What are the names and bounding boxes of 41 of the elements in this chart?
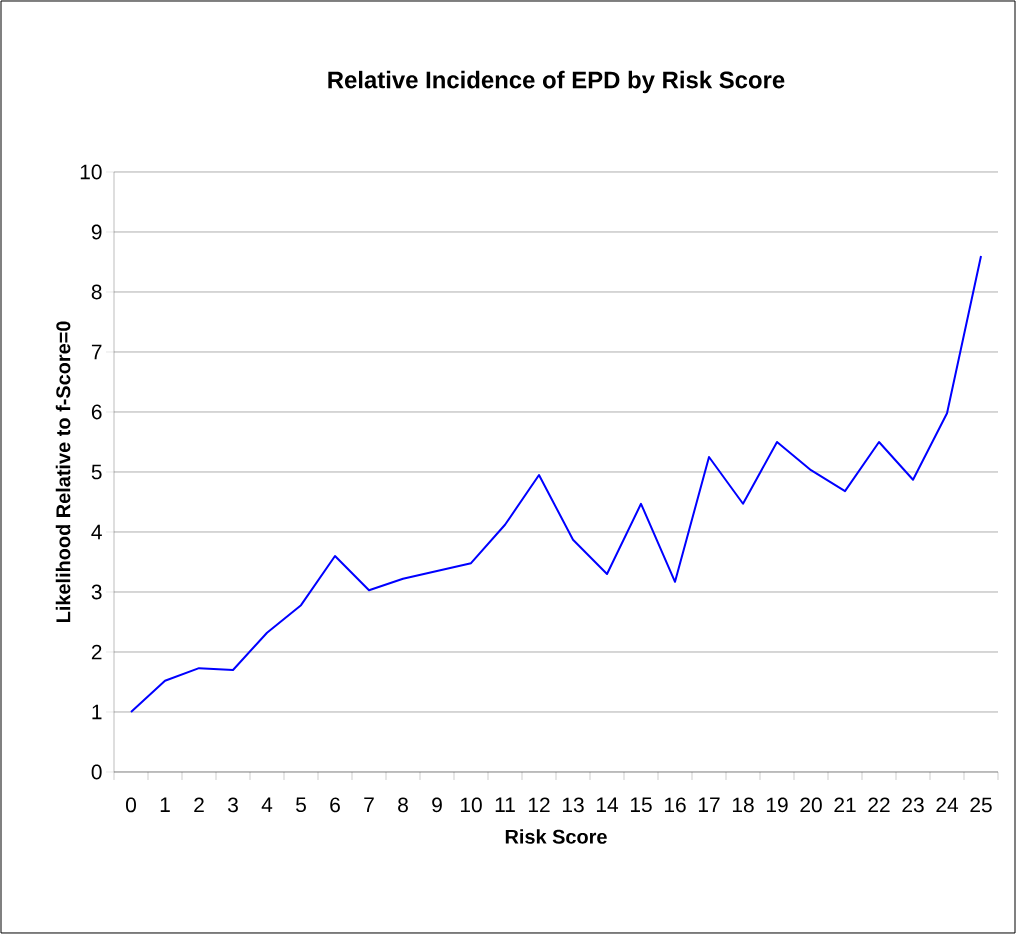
x-tick-label: 15 bbox=[630, 797, 652, 813]
x-tick-label: 12 bbox=[528, 797, 550, 813]
x-tick-label: 22 bbox=[868, 797, 890, 813]
x-tick-label: 5 bbox=[296, 797, 306, 813]
x-tick-label: 18 bbox=[732, 797, 754, 813]
x-axis-title: Risk Score bbox=[505, 829, 607, 844]
x-tick-label: 25 bbox=[970, 797, 992, 813]
y-tick-label: 2 bbox=[91, 644, 102, 660]
y-tick-label: 5 bbox=[91, 464, 102, 480]
y-tick-label: 4 bbox=[91, 524, 102, 540]
x-tick-label: 21 bbox=[834, 797, 856, 813]
y-tick-label: 8 bbox=[91, 284, 102, 300]
y-tick-label: 1 bbox=[92, 704, 102, 720]
x-tick-label: 3 bbox=[227, 797, 238, 813]
x-tick-label: 4 bbox=[261, 797, 273, 812]
x-tick-label: 7 bbox=[364, 797, 374, 812]
y-tick-label: 0 bbox=[91, 764, 102, 780]
x-tick-label: 8 bbox=[398, 797, 408, 813]
x-tick-label: 10 bbox=[460, 797, 482, 813]
x-tick-label: 23 bbox=[902, 797, 924, 813]
x-tick-label: 13 bbox=[562, 797, 584, 813]
x-tick-label: 20 bbox=[800, 797, 822, 813]
y-tick-label: 7 bbox=[91, 344, 102, 360]
x-tick-label: 17 bbox=[698, 797, 720, 812]
y-tick-label: 3 bbox=[91, 584, 102, 600]
y-axis-title: Likelihood Relative to f-Score=0 bbox=[55, 321, 71, 623]
x-tick-label: 9 bbox=[432, 797, 442, 813]
x-tick-label: 1 bbox=[160, 797, 170, 812]
x-tick-label: 11 bbox=[495, 797, 515, 812]
chart-title: Relative Incidence of EPD by Risk Score bbox=[328, 70, 785, 94]
x-tick-label: 6 bbox=[330, 797, 340, 813]
x-tick-label: 19 bbox=[766, 797, 788, 813]
y-tick-label: 9 bbox=[91, 224, 102, 240]
x-tick-label: 14 bbox=[596, 797, 619, 812]
x-tick-label: 24 bbox=[936, 797, 959, 813]
line-series bbox=[130, 254, 983, 713]
x-tick-label: 2 bbox=[194, 797, 204, 813]
x-tick-label: 0 bbox=[126, 797, 136, 813]
x-tick-label: 16 bbox=[664, 797, 686, 813]
y-tick-label: 10 bbox=[80, 164, 102, 180]
y-tick-label: 6 bbox=[91, 404, 102, 420]
